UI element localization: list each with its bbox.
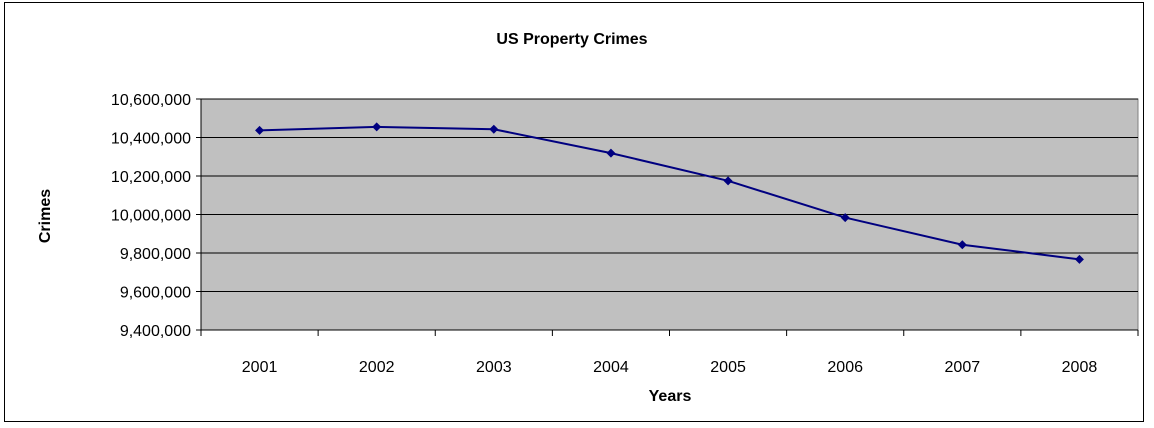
- y-tick-label: 10,000,000: [111, 208, 191, 225]
- x-axis-label: Years: [649, 388, 692, 405]
- x-tick-label: 2008: [1062, 359, 1098, 376]
- data-point-marker: [957, 240, 967, 250]
- y-tick-label: 9,400,000: [120, 323, 191, 340]
- y-axis: 9,400,000 9,600,000 9,800,000 10,000,000 10,…: [111, 92, 202, 340]
- x-tick-label: 2006: [827, 359, 863, 376]
- data-point-marker: [255, 125, 265, 135]
- x-tick-label: 2003: [476, 359, 512, 376]
- data-point-marker: [840, 213, 850, 223]
- y-tick-label: 10,200,000: [111, 169, 191, 186]
- x-tick-label: 2005: [710, 359, 746, 376]
- y-tick-label: 9,800,000: [120, 246, 191, 263]
- x-axis: 2001 2002 2003 2004 2005 2006 2007 2008: [200, 329, 1139, 376]
- x-tick-label: 2002: [359, 359, 395, 376]
- y-tick-label: 9,600,000: [120, 285, 191, 302]
- chart-title: US Property Crimes: [496, 31, 647, 48]
- y-axis-label: Crimes: [37, 189, 54, 243]
- y-tick-label: 10,400,000: [111, 131, 191, 148]
- data-point-marker: [606, 148, 616, 158]
- series-line: [259, 125, 1080, 261]
- series-group: [255, 122, 1084, 264]
- data-point-marker: [1074, 254, 1084, 264]
- x-tick-label: 2004: [593, 359, 629, 376]
- chart-frame: US Property Crimes 9,400,000 9,600,000 9,8…: [4, 2, 1144, 422]
- data-point-marker: [489, 124, 499, 134]
- x-tick-label: 2007: [945, 359, 981, 376]
- data-point-marker: [372, 122, 382, 132]
- x-tick-label: 2001: [242, 359, 278, 376]
- chart-svg: US Property Crimes 9,400,000 9,600,000 9,8…: [37, 31, 1139, 405]
- y-tick-label: 10,600,000: [111, 92, 191, 109]
- data-point-marker: [723, 176, 733, 186]
